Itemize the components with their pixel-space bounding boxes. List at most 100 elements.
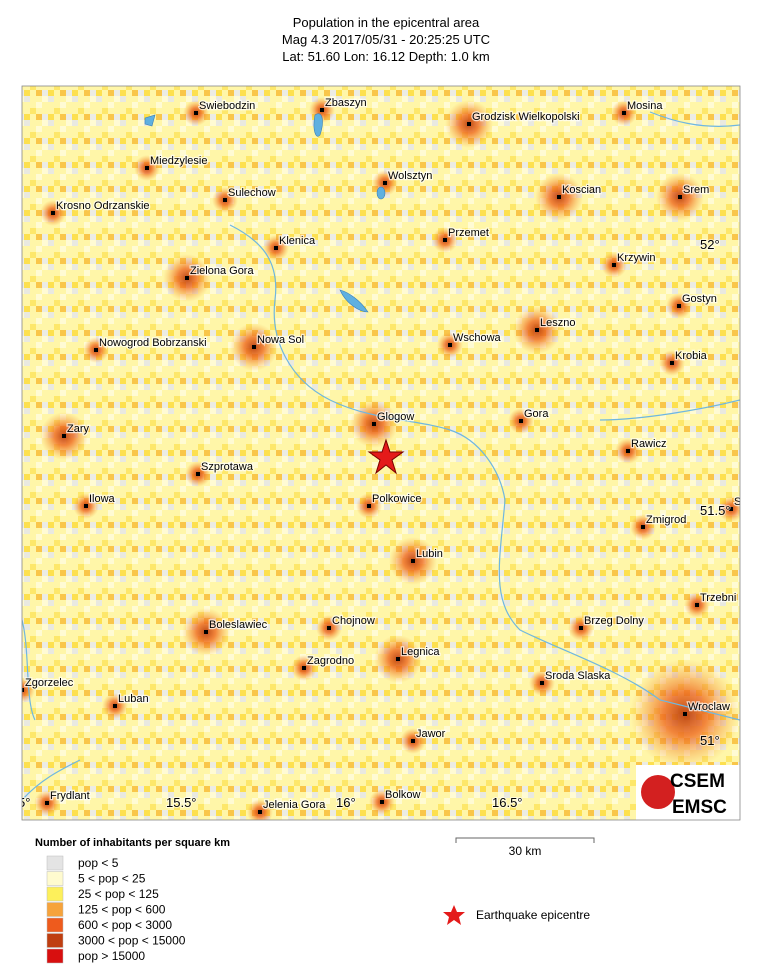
legend-label: pop > 15000 <box>78 949 145 963</box>
graticule-label: 16° <box>336 795 356 810</box>
city-label: Zary <box>67 423 90 435</box>
city-marker <box>467 122 471 126</box>
city-marker <box>443 238 447 242</box>
city-marker <box>729 507 733 511</box>
logo-globe <box>641 775 675 809</box>
city-label: Legnica <box>401 646 440 658</box>
city-marker <box>535 328 539 332</box>
city-marker <box>113 704 117 708</box>
legend-label: 600 < pop < 3000 <box>78 918 172 932</box>
city-marker <box>622 111 626 115</box>
city-label: Wschowa <box>453 332 502 344</box>
city-label: Zagrodno <box>307 655 354 667</box>
map-frame <box>21 85 741 821</box>
graticule-label: 51° <box>700 733 720 748</box>
city-marker <box>252 345 256 349</box>
graticule-label: 52° <box>700 237 720 252</box>
legend-label: 3000 < pop < 15000 <box>78 934 186 948</box>
city-label: Krosno Odrzanskie <box>56 200 150 212</box>
city-marker <box>678 195 682 199</box>
city-label: Sulechow <box>228 187 276 199</box>
legend-label: 25 < pop < 125 <box>78 887 159 901</box>
scale-label: 30 km <box>509 844 542 858</box>
city-marker <box>145 166 149 170</box>
title: Population in the epicentral area <box>293 15 480 30</box>
logo-top: CSEM <box>670 771 725 792</box>
legend-swatch <box>46 871 64 886</box>
city-label: Wroclaw <box>688 701 730 713</box>
city-marker <box>223 198 227 202</box>
city-marker <box>641 525 645 529</box>
city-label: Grodzisk Wielkopolski <box>472 111 580 123</box>
city-marker <box>540 681 544 685</box>
urban-area <box>247 799 273 820</box>
graticule-label: 51.5° <box>700 503 731 518</box>
city-marker <box>380 800 384 804</box>
city-label: Chojnow <box>332 615 375 627</box>
city-label: Gostyn <box>682 293 717 305</box>
city-label: Zielona Gora <box>190 265 254 277</box>
city-marker <box>519 419 523 423</box>
logo-bottom: EMSC <box>672 797 727 818</box>
subtitle: Mag 4.3 2017/05/31 - 20:25:25 UTC <box>282 32 490 47</box>
city-label: Bolkow <box>385 789 421 801</box>
city-label: Zgorzelec <box>25 677 74 689</box>
epicentre-label: Earthquake epicentre <box>476 908 590 922</box>
legend-swatch <box>46 933 64 948</box>
city-marker <box>45 801 49 805</box>
city-marker <box>670 361 674 365</box>
city-label: Przemet <box>448 227 489 239</box>
city-label: Nowa Sol <box>257 334 304 346</box>
city-label: Koscian <box>562 184 601 196</box>
legend-label: 5 < pop < 25 <box>78 872 146 886</box>
location: Lat: 51.60 Lon: 16.12 Depth: 1.0 km <box>282 49 489 64</box>
city-label: Jawor <box>416 728 446 740</box>
city-label: Klenica <box>279 235 316 247</box>
city-marker <box>51 211 55 215</box>
legend-swatch <box>46 886 64 902</box>
city-label: Zmigrod <box>646 514 686 526</box>
city-label: Rawicz <box>631 438 666 450</box>
city-label: S <box>734 496 741 508</box>
city-label: Jelenia Gora <box>263 799 326 811</box>
city-marker <box>94 348 98 352</box>
city-label: Wolsztyn <box>388 170 432 182</box>
city-label: Polkowice <box>372 493 422 505</box>
legend-label: 125 < pop < 600 <box>78 903 166 917</box>
city-label: Zbaszyn <box>325 97 367 109</box>
city-marker <box>84 504 88 508</box>
city-marker <box>258 810 262 814</box>
city-marker <box>411 739 415 743</box>
city-marker <box>579 626 583 630</box>
city-label: Brzeg Dolny <box>584 615 644 627</box>
city-marker <box>62 434 66 438</box>
city-label: Glogow <box>377 411 414 423</box>
city-marker <box>194 111 198 115</box>
city-marker <box>448 343 452 347</box>
legend-swatch <box>46 917 64 933</box>
city-marker <box>612 263 616 267</box>
city-label: Krzywin <box>617 252 656 264</box>
graticule: 52° 51.5° 51° 5° 15.5° 16° 16.5° <box>18 236 732 811</box>
graticule-label: 15.5° <box>166 795 197 810</box>
city-label: Gora <box>524 408 549 420</box>
graticule-label: 5° <box>18 795 30 810</box>
city-label: Frydlant <box>50 790 90 802</box>
city-label: Trzebni <box>700 592 736 604</box>
city-marker <box>396 657 400 661</box>
legend-label: pop < 5 <box>78 856 119 870</box>
city-label: Leszno <box>540 317 575 329</box>
legend-star <box>443 905 465 925</box>
city-marker <box>22 688 24 692</box>
city-marker <box>683 712 687 716</box>
graticule-label: 16.5° <box>492 795 523 810</box>
city-marker <box>626 449 630 453</box>
city-marker <box>196 472 200 476</box>
scale-bar <box>455 837 595 843</box>
city-label: Ilowa <box>89 493 116 505</box>
city-label: Boleslawiec <box>209 619 268 631</box>
city-marker <box>302 666 306 670</box>
city-label: Nowogrod Bobrzanski <box>99 337 207 349</box>
